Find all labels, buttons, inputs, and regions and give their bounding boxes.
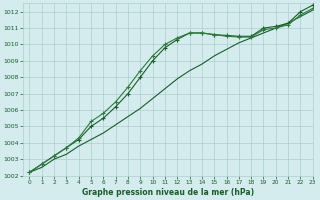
X-axis label: Graphe pression niveau de la mer (hPa): Graphe pression niveau de la mer (hPa) xyxy=(82,188,254,197)
